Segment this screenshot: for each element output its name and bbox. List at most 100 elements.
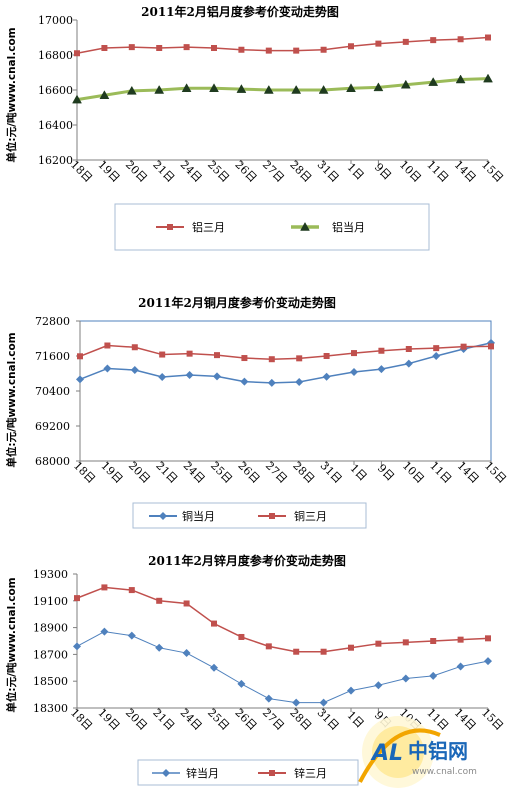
data-point [292, 698, 301, 707]
data-point [375, 40, 382, 47]
data-point [400, 79, 411, 89]
x-tick-label: 1日 [345, 161, 367, 183]
x-tick-label: 31日 [315, 158, 342, 185]
data-point [76, 375, 84, 384]
legend-label: 锌当月 [186, 766, 219, 780]
x-tick-label: 18日 [68, 158, 95, 185]
x-tick-label: 1日 [348, 462, 370, 484]
data-point [320, 46, 327, 53]
series-line [76, 77, 489, 102]
x-tick-label: 25日 [205, 706, 232, 733]
x-tick-label: 11日 [424, 706, 451, 733]
data-point [211, 45, 217, 51]
x-tick-label: 20日 [123, 158, 150, 185]
data-point [378, 347, 385, 354]
x-tick-label: 9日 [375, 462, 397, 484]
x-tick-label: 31日 [315, 706, 342, 733]
x-tick-label: 14日 [455, 459, 482, 486]
y-tick-label: 16600 [38, 84, 73, 97]
data-point [346, 83, 356, 92]
data-point [430, 638, 437, 644]
data-point [214, 352, 220, 359]
x-tick-label: 14日 [452, 158, 479, 185]
x-tick-label: 15日 [479, 706, 506, 733]
data-point [103, 364, 112, 373]
data-point [77, 353, 83, 360]
data-point [100, 627, 109, 636]
x-tick-label: 15日 [479, 158, 506, 185]
data-point [296, 355, 303, 362]
x-tick-label: 18日 [71, 459, 98, 486]
data-point [268, 356, 275, 363]
data-point [295, 377, 304, 386]
x-tick-label: 15日 [482, 459, 509, 486]
data-point [128, 587, 135, 594]
data-point [162, 769, 170, 777]
data-point [269, 770, 275, 776]
y-tick-label: 17000 [38, 14, 73, 27]
data-point [484, 657, 492, 666]
x-tick-label: 24日 [178, 158, 205, 185]
data-point [429, 671, 438, 680]
data-point [155, 643, 164, 652]
x-tick-label: 24日 [178, 706, 205, 733]
x-tick-label: 21日 [153, 459, 180, 486]
data-point [183, 44, 190, 51]
x-tick-label: 26日 [232, 706, 259, 733]
x-tick-label: 27日 [263, 459, 290, 486]
data-point [265, 643, 272, 650]
data-point [377, 365, 386, 374]
data-point [428, 77, 439, 86]
legend-label: 铜当月 [182, 509, 215, 523]
data-point [318, 84, 329, 94]
series-line [79, 342, 492, 384]
data-point [293, 47, 300, 54]
data-point [263, 84, 274, 94]
data-point [293, 648, 300, 655]
x-tick-label: 31日 [318, 459, 345, 486]
data-point [128, 44, 135, 51]
x-tick-label: 24日 [181, 459, 208, 486]
y-axis-label: 单位:元/吨www.cnal.com [5, 27, 18, 162]
x-tick-label: 20日 [126, 459, 153, 486]
y-tick-label: 16400 [38, 119, 73, 132]
x-tick-label: 1日 [345, 709, 367, 731]
data-point [488, 343, 494, 350]
x-tick-label: 21日 [150, 706, 177, 733]
data-point [99, 90, 110, 99]
x-tick-label: 14日 [452, 706, 479, 733]
x-tick-label: 19日 [95, 706, 122, 733]
data-point [348, 644, 354, 651]
x-tick-label: 25日 [205, 158, 232, 185]
cnal-logo: AL 中铝网 www.cnal.com [358, 716, 477, 788]
data-point [404, 359, 413, 368]
data-point [101, 584, 108, 591]
data-point [405, 346, 412, 352]
plot-area-border [79, 320, 492, 462]
x-tick-label: 28日 [290, 459, 317, 486]
data-point [455, 74, 466, 84]
data-point [319, 698, 328, 707]
data-point [460, 343, 467, 350]
data-point [322, 372, 331, 381]
data-point [183, 600, 190, 607]
data-point [483, 73, 493, 83]
x-tick-label: 19日 [98, 459, 125, 486]
y-tick-label: 18900 [33, 622, 68, 635]
data-point [238, 633, 245, 640]
data-point [485, 635, 491, 642]
logo-url-text: www.cnal.com [412, 767, 477, 777]
data-point [485, 34, 491, 41]
y-tick-label: 19300 [33, 568, 68, 581]
y-axis-label: 单位:元/吨www.cnal.com [5, 332, 18, 467]
data-point [126, 85, 137, 95]
data-point [348, 43, 354, 50]
data-point [130, 366, 139, 374]
y-tick-label: 18500 [33, 675, 68, 688]
data-point [154, 84, 165, 94]
data-point [131, 344, 138, 351]
data-point [156, 45, 163, 51]
data-point [347, 686, 355, 695]
x-tick-label: 28日 [287, 706, 314, 733]
y-tick-label: 69200 [35, 420, 70, 433]
